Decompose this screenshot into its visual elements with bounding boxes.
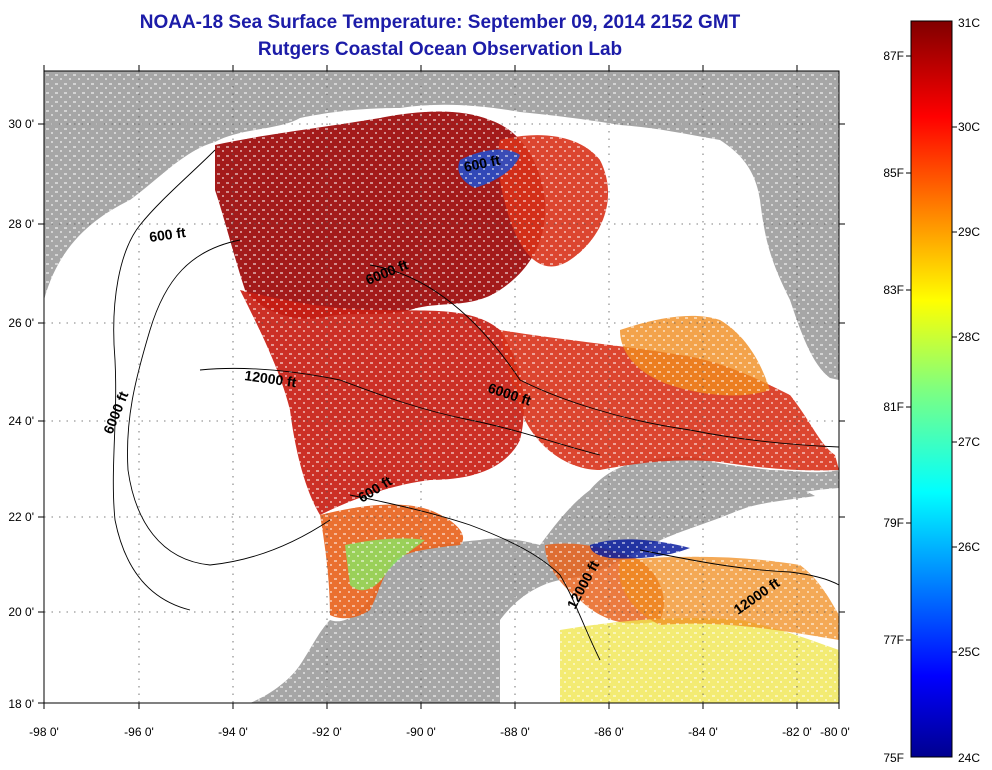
contour-6000ft-east bbox=[369, 264, 839, 448]
sst-data-layer bbox=[44, 71, 839, 703]
lat-label: 18 0' bbox=[8, 697, 34, 711]
fahrenheit-label: 83F bbox=[883, 283, 904, 297]
lon-label: -98 0' bbox=[29, 725, 59, 739]
lat-label: 20 0' bbox=[8, 605, 34, 619]
lon-label: -88 0' bbox=[500, 725, 530, 739]
fahrenheit-label: 75F bbox=[883, 751, 904, 765]
celsius-labels: 31C 30C 29C 28C 27C 26C 25C 24C bbox=[958, 16, 980, 765]
lon-label: -84 0' bbox=[688, 725, 718, 739]
celsius-label: 25C bbox=[958, 645, 980, 659]
map-frame bbox=[43, 70, 840, 704]
bathymetry-contours bbox=[112, 149, 839, 661]
celsius-label: 26C bbox=[958, 540, 980, 554]
lat-label: 26 0' bbox=[8, 316, 34, 330]
contour-caribbean bbox=[639, 549, 839, 586]
map-title: NOAA-18 Sea Surface Temperature: Septemb… bbox=[139, 12, 741, 33]
celsius-label: 27C bbox=[958, 435, 980, 449]
celsius-label: 30C bbox=[958, 120, 980, 134]
fahrenheit-label: 85F bbox=[883, 166, 904, 180]
colorbar-gradient bbox=[910, 20, 953, 758]
celsius-label: 24C bbox=[958, 751, 980, 765]
celsius-label: 31C bbox=[958, 16, 980, 30]
lon-label: -86 0' bbox=[594, 725, 624, 739]
lat-label: 24 0' bbox=[8, 414, 34, 428]
fahrenheit-label: 79F bbox=[883, 516, 904, 530]
lat-label: 30 0' bbox=[8, 117, 34, 131]
colorbar: 31C 30C 29C 28C 27C 26C 25C 24C 87F 85F … bbox=[883, 16, 980, 765]
fahrenheit-label: 81F bbox=[883, 400, 904, 414]
colorbar-ticks bbox=[906, 55, 957, 653]
celsius-label: 28C bbox=[958, 330, 980, 344]
contour-label: 600 ft bbox=[462, 152, 501, 175]
map-panel bbox=[44, 71, 839, 703]
lon-label: -96 0' bbox=[124, 725, 154, 739]
fahrenheit-label: 77F bbox=[883, 633, 904, 647]
contour-label: 600 ft bbox=[148, 224, 187, 245]
lon-label: -90 0' bbox=[406, 725, 436, 739]
contour-yucatan-shelf bbox=[349, 494, 601, 661]
longitude-labels: -98 0' -96 0' -94 0' -92 0' -90 0' -88 0… bbox=[29, 725, 850, 739]
map-subtitle: Rutgers Coastal Ocean Observation Lab bbox=[257, 39, 623, 60]
fahrenheit-labels: 87F 85F 83F 81F 79F 77F 75F bbox=[883, 49, 904, 765]
cloud-speckle bbox=[44, 71, 839, 703]
contour-600ft-west bbox=[112, 149, 216, 611]
lat-label: 22 0' bbox=[8, 510, 34, 524]
fahrenheit-label: 87F bbox=[883, 49, 904, 63]
contour-12000ft bbox=[199, 367, 601, 456]
lon-label: -80 0' bbox=[820, 725, 850, 739]
lon-label: -94 0' bbox=[218, 725, 248, 739]
lat-label: 28 0' bbox=[8, 217, 34, 231]
graticule bbox=[44, 71, 839, 703]
contour-6000ft bbox=[127, 239, 331, 566]
celsius-label: 29C bbox=[958, 225, 980, 239]
latitude-labels: 30 0' 28 0' 26 0' 24 0' 22 0' 20 0' 18 0… bbox=[8, 117, 34, 711]
lon-label: -82 0' bbox=[782, 725, 812, 739]
axis-ticks bbox=[38, 65, 845, 709]
contour-label: 12000 ft bbox=[244, 367, 298, 390]
lon-label: -92 0' bbox=[312, 725, 342, 739]
